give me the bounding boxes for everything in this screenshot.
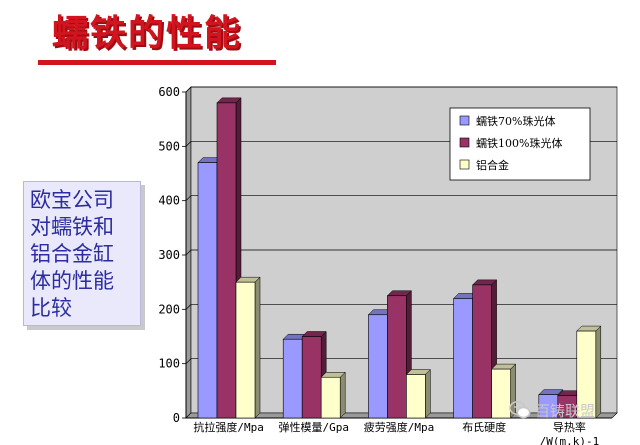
gridline bbox=[185, 86, 617, 93]
x-tick-label: /W(m.k)-1 bbox=[540, 435, 600, 445]
bar bbox=[235, 281, 256, 419]
legend-swatch bbox=[459, 115, 470, 126]
bar bbox=[406, 374, 426, 419]
bar-side bbox=[595, 325, 602, 419]
wechat-icon bbox=[509, 401, 531, 419]
legend-box bbox=[449, 107, 591, 181]
y-tick-label: 200 bbox=[158, 302, 180, 316]
bar bbox=[453, 298, 473, 419]
x-tick-label: 导热率 bbox=[553, 420, 586, 434]
y-tick-label: 400 bbox=[158, 194, 180, 208]
legend-swatch bbox=[459, 137, 470, 148]
bar bbox=[387, 295, 407, 419]
y-tick-label: 600 bbox=[158, 85, 180, 99]
bar bbox=[282, 338, 303, 419]
side-text-line: 体的性能 bbox=[30, 269, 114, 293]
title-underline bbox=[38, 60, 276, 65]
legend-label: 蠕铁70%珠光体 bbox=[476, 114, 555, 128]
y-tick-label: 300 bbox=[158, 248, 180, 262]
x-tick-label: 布氏硬度 bbox=[462, 420, 506, 434]
legend-swatch bbox=[459, 159, 470, 170]
side-text-line: 铝合金缸 bbox=[30, 242, 114, 266]
watermark: 百铸联盟 bbox=[509, 398, 595, 422]
bar bbox=[320, 376, 341, 419]
legend-label: 铝合金 bbox=[476, 158, 509, 172]
x-tick-label: 抗拉强度/Mpa bbox=[193, 420, 264, 434]
bar-side bbox=[339, 371, 346, 419]
bar bbox=[216, 102, 237, 419]
legend-label: 蠕铁100%珠光体 bbox=[476, 136, 562, 150]
y-tick-label: 100 bbox=[158, 357, 180, 371]
bar bbox=[368, 314, 388, 419]
x-tick-label: 弹性模量/Gpa bbox=[279, 420, 350, 434]
y-tick-label: 0 bbox=[173, 411, 180, 425]
watermark-text: 百铸联盟 bbox=[535, 401, 596, 420]
bar bbox=[197, 162, 218, 419]
side-text-line: 欧宝公司 bbox=[30, 188, 114, 212]
y-tick-label: 500 bbox=[158, 139, 180, 153]
side-text-line: 比较 bbox=[30, 296, 72, 320]
x-tick-label: 疲劳强度/Mpa bbox=[364, 420, 435, 434]
bar bbox=[576, 330, 597, 419]
side-text-line: 对蠕铁和 bbox=[30, 215, 114, 239]
bar bbox=[491, 368, 511, 419]
bar-side bbox=[425, 368, 431, 419]
bar-side bbox=[254, 276, 261, 419]
bar bbox=[472, 284, 492, 419]
gridline bbox=[185, 195, 617, 201]
slide-title: 蠕铁的性能 bbox=[52, 12, 243, 54]
side-text-box: 欧宝公司 对蠕铁和 铝合金缸 体的性能 比较 bbox=[23, 181, 141, 326]
bar bbox=[301, 336, 322, 419]
gridline bbox=[185, 249, 617, 256]
